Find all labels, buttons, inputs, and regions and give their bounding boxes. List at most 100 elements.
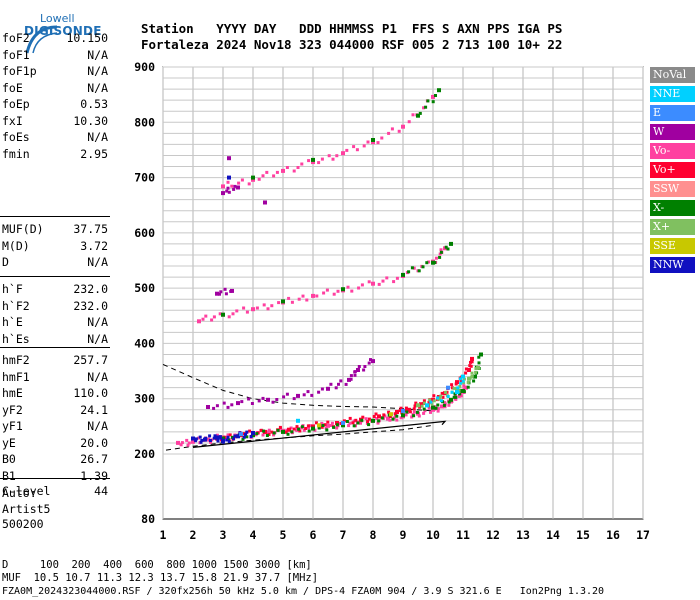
data-point — [426, 99, 430, 103]
profile-curve — [192, 420, 447, 448]
x-tick-label: 1 — [160, 528, 167, 542]
data-point — [341, 151, 345, 156]
data-point — [266, 430, 270, 435]
data-point — [447, 403, 451, 407]
data-point — [390, 127, 394, 131]
data-point — [363, 365, 367, 368]
data-point — [467, 376, 471, 381]
data-point — [436, 409, 440, 413]
param-value: N/A — [87, 47, 108, 62]
data-point — [275, 170, 279, 174]
parameter-panel: foF2 10.150 foF1 N/A foF1p N/A foE N/A foEp 0.53 f… — [0, 0, 112, 540]
data-point — [456, 391, 460, 394]
data-point — [362, 368, 366, 372]
data-point — [410, 415, 414, 419]
y-tick-label: 900 — [134, 60, 155, 74]
data-point — [407, 270, 411, 274]
param-name: foF1p — [2, 64, 37, 78]
data-point — [437, 88, 441, 93]
digisonde-logo — [4, 4, 74, 54]
data-point — [335, 154, 339, 158]
data-point — [230, 288, 234, 293]
data-point — [221, 191, 225, 196]
x-tick-label: 13 — [516, 528, 530, 542]
data-point — [212, 436, 216, 440]
data-point — [427, 406, 431, 410]
footer-distance-row: D 100 200 400 600 800 1000 1500 3000 [km… — [2, 559, 312, 571]
data-point — [459, 394, 463, 398]
data-point — [197, 436, 201, 440]
data-point — [447, 400, 451, 404]
data-point — [450, 390, 454, 394]
data-point — [272, 431, 276, 435]
data-point — [427, 260, 431, 264]
param-name: C-level — [2, 484, 51, 498]
data-point — [344, 382, 348, 386]
data-point — [429, 410, 432, 414]
data-point — [235, 309, 239, 313]
data-point — [430, 402, 434, 406]
data-point — [257, 399, 261, 403]
data-point — [204, 314, 208, 318]
data-point — [353, 370, 357, 374]
data-point — [458, 384, 462, 388]
param-name: fxI — [2, 113, 23, 128]
data-point — [326, 420, 330, 424]
data-point — [227, 190, 231, 194]
data-point — [438, 252, 442, 256]
data-point — [224, 292, 228, 296]
data-point — [346, 285, 350, 289]
data-point — [459, 381, 463, 385]
legend-item-w: W — [650, 124, 695, 140]
data-point — [311, 426, 315, 431]
x-tick-label: 2 — [190, 528, 197, 542]
data-point — [425, 403, 429, 408]
data-point — [477, 355, 481, 359]
data-point — [251, 177, 255, 182]
data-point — [349, 377, 353, 381]
data-point — [208, 439, 212, 442]
data-point — [215, 404, 219, 408]
legend-item-vo: Vo+ — [650, 162, 695, 178]
param-value: 0.53 — [80, 97, 108, 111]
data-point — [261, 396, 265, 400]
data-point — [300, 425, 304, 429]
data-point — [270, 430, 274, 434]
data-point — [335, 423, 339, 427]
data-point — [226, 180, 230, 184]
data-point — [380, 416, 384, 420]
data-point — [412, 410, 416, 414]
param-name: h`E — [2, 315, 23, 329]
data-point — [347, 377, 351, 382]
data-point — [271, 400, 275, 404]
autoscaling-label: 500200 — [2, 517, 44, 531]
data-point — [371, 359, 375, 364]
data-point — [267, 428, 271, 432]
data-point — [446, 395, 450, 398]
param-name: foF2 — [2, 31, 30, 45]
x-tick-label: 17 — [636, 528, 650, 542]
data-point — [429, 400, 433, 404]
param-value: N/A — [87, 80, 108, 95]
param-row-clevel: C-level 44 — [2, 484, 108, 501]
data-point — [311, 293, 315, 298]
data-point — [227, 156, 231, 161]
data-point — [304, 427, 308, 430]
param-value: N/A — [87, 419, 108, 433]
data-point — [391, 417, 395, 421]
param-value: N/A — [87, 331, 108, 346]
param-value: 257.7 — [73, 353, 108, 367]
data-point — [444, 245, 448, 249]
data-point — [452, 395, 456, 399]
data-point — [432, 399, 436, 403]
data-point — [464, 371, 468, 375]
data-point — [335, 421, 339, 425]
param-row-b0: B0 26.7 — [2, 452, 108, 469]
data-point — [442, 403, 446, 407]
y-tick-label: 300 — [134, 392, 155, 406]
param-name: h`Es — [2, 331, 30, 346]
data-point — [226, 435, 230, 439]
param-row-d: D N/A — [2, 255, 108, 272]
data-point — [226, 186, 230, 190]
data-point — [450, 386, 454, 390]
